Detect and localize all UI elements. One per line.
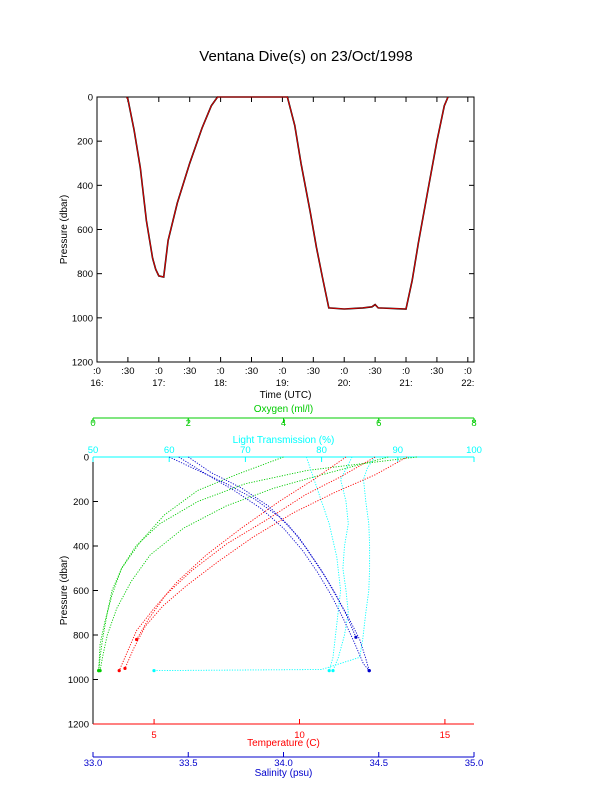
x-tick-label: 18: — [214, 378, 227, 389]
axis-tick-label: 4 — [281, 418, 286, 429]
axis-tick-label: 5 — [151, 730, 156, 741]
axis-tick-label: 15 — [440, 730, 451, 741]
axis-tick-label: 8 — [471, 418, 476, 429]
axis-label: Salinity (psu) — [255, 768, 313, 779]
depth-series-line — [125, 96, 449, 310]
x-tick-label: :0 — [340, 366, 348, 377]
y-tick-label: 600 — [73, 586, 89, 597]
x-tick-label: :0 — [464, 366, 472, 377]
axis-tick-label: 35.0 — [465, 758, 484, 769]
axis-tick-label: 33.5 — [179, 758, 198, 769]
axis-label: Temperature (C) — [247, 738, 320, 749]
dive-depth-chart: 020040060080010001200:016::30:017::30:01… — [59, 93, 475, 401]
x-tick-label: :30 — [121, 366, 134, 377]
axis-tick-label: 0 — [90, 418, 95, 429]
axis-tick-label: 33.0 — [84, 758, 103, 769]
y-tick-label: 1200 — [72, 358, 93, 369]
profile-series-line — [153, 456, 376, 672]
x-tick-label: 17: — [152, 378, 165, 389]
x-tick-label: :30 — [307, 366, 320, 377]
x-tick-label: :0 — [278, 366, 286, 377]
profile-end-point — [367, 669, 371, 673]
x-tick-label: :0 — [155, 366, 163, 377]
x-tick-label: :0 — [93, 366, 101, 377]
axis-tick-label: 6 — [376, 418, 381, 429]
profile-chart: 0 200 400 600 800 1000 1200 Pressure (dbar) 0 2 4 6… — [59, 404, 483, 779]
y-tick-label: 1000 — [68, 675, 89, 686]
axis-tick-label: 2 — [186, 418, 191, 429]
x-tick-label: :30 — [183, 366, 196, 377]
plot-frame — [96, 96, 475, 363]
profile-series-line — [178, 456, 370, 671]
y-tick-label: 1000 — [72, 313, 93, 324]
x-tick-label: :30 — [245, 366, 258, 377]
y-tick-label: 200 — [77, 137, 93, 148]
y-tick-label: 400 — [77, 181, 93, 192]
profile-series-line — [136, 456, 376, 640]
x-tick-label: 19: — [276, 378, 289, 389]
profile-series-line — [98, 456, 417, 671]
y-tick-label: 600 — [77, 225, 93, 236]
x-tick-label: :30 — [430, 366, 443, 377]
profile-series-line — [118, 456, 347, 671]
profile-end-point — [123, 666, 127, 671]
profile-series-line — [99, 456, 389, 671]
x-axis-label: Time (UTC) — [260, 390, 312, 401]
y-tick-label: 200 — [73, 497, 89, 508]
depth-series-line — [126, 96, 449, 310]
profile-end-point — [354, 635, 358, 639]
y-tick-label: 0 — [84, 453, 89, 464]
profile-series-line — [169, 456, 370, 671]
y-tick-label: 0 — [88, 93, 93, 104]
axis-tick-label: 100 — [466, 445, 482, 456]
axis-tick-label: 90 — [393, 445, 404, 456]
y-axis-label: Pressure (dbar) — [59, 195, 70, 264]
profile-series-line — [188, 456, 357, 638]
axis-tick-label: 80 — [316, 445, 327, 456]
x-tick-label: 21: — [399, 378, 412, 389]
profile-end-point — [152, 669, 156, 673]
axis-label: Light Transmission (%) — [233, 435, 335, 446]
axis-tick-label: 50 — [88, 445, 99, 456]
axis-tick-label: 60 — [164, 445, 175, 456]
y-tick-label: 400 — [73, 542, 89, 553]
profile-series-line — [332, 456, 353, 671]
profile-end-point — [331, 669, 335, 673]
y-tick-label: 800 — [77, 269, 93, 280]
axis-tick-label: 34.0 — [274, 758, 293, 769]
x-tick-label: 22: — [461, 378, 474, 389]
profile-end-point — [135, 637, 139, 642]
y-axis-label: Pressure (dbar) — [59, 556, 70, 625]
axis-tick-label: 34.5 — [370, 758, 389, 769]
profile-series-line — [124, 456, 408, 669]
profile-end-point — [117, 669, 121, 673]
axis-tick-label: 10 — [294, 730, 305, 741]
y-tick-label: 1200 — [68, 720, 89, 731]
profile-end-point — [327, 669, 331, 673]
axis-tick-label: 70 — [240, 445, 251, 456]
x-tick-label: 20: — [338, 378, 351, 389]
axis-label: Oxygen (ml/l) — [254, 404, 313, 415]
y-tick-label: 800 — [73, 631, 89, 642]
profile-end-point — [97, 669, 101, 673]
x-tick-label: 16: — [90, 378, 103, 389]
x-tick-label: :0 — [217, 366, 225, 377]
page-title: Ventana Dive(s) on 23/Oct/1998 — [199, 48, 413, 65]
x-tick-label: :0 — [402, 366, 410, 377]
x-tick-label: :30 — [369, 366, 382, 377]
profile-series-line — [98, 456, 284, 671]
